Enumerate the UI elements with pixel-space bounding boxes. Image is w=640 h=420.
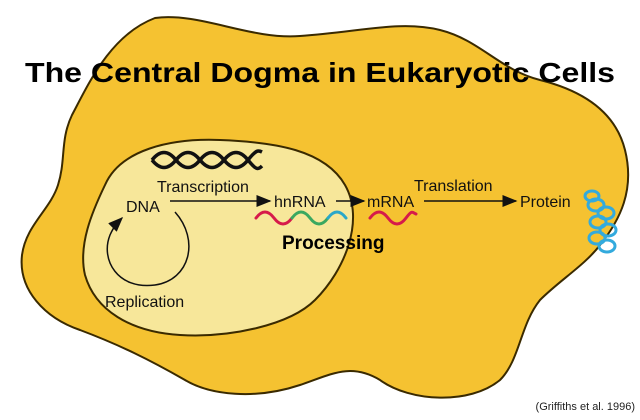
mrna-label: mRNA: [367, 194, 414, 211]
processing-label: Processing: [282, 233, 384, 254]
hnrna-label: hnRNA: [274, 194, 326, 211]
nucleus: [82, 138, 354, 337]
translation-label: Translation: [414, 178, 493, 195]
citation-text: (Griffiths et al. 1996): [536, 401, 635, 413]
replication-label: Replication: [105, 294, 184, 311]
mrna-squiggle-icon: [368, 210, 418, 226]
transcription-label: Transcription: [157, 179, 249, 196]
dna-helix-icon: [150, 149, 264, 171]
protein-coil-icon: [583, 189, 618, 254]
diagram-title: The Central Dogma in Eukaryotic Cells: [25, 57, 615, 88]
hnrna-squiggle-icon: [254, 210, 348, 226]
dna-label: DNA: [126, 199, 160, 216]
replication-loop-arrow: [106, 211, 190, 287]
protein-label: Protein: [520, 194, 571, 211]
